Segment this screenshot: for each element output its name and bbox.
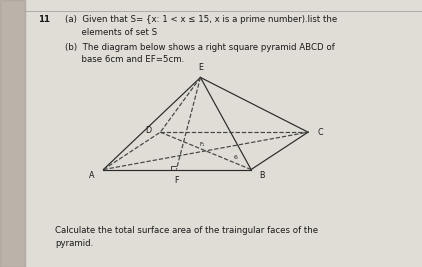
Text: D: D [145,126,151,135]
Text: (b)  The diagram below shows a right square pyramid ABCD of: (b) The diagram below shows a right squa… [65,43,335,52]
Text: F₁: F₁ [199,142,204,147]
Text: Calculate the total surface area of the traingular faces of the: Calculate the total surface area of the … [55,226,318,235]
Text: 6: 6 [233,155,238,160]
Text: (a)  Given that S= {x: 1 < x ≤ 15, x is a prime number).list the: (a) Given that S= {x: 1 < x ≤ 15, x is a… [65,15,338,24]
Bar [0,0,25,267]
Text: B: B [260,171,265,180]
Text: F: F [174,176,179,185]
Text: A: A [89,171,94,180]
Text: base 6cm and EF=5cm.: base 6cm and EF=5cm. [65,55,185,64]
Text: pyramid.: pyramid. [55,239,93,248]
Text: elements of set S: elements of set S [65,28,157,37]
Text: E: E [198,62,203,72]
Text: C: C [317,128,323,137]
Text: 11: 11 [38,15,50,24]
